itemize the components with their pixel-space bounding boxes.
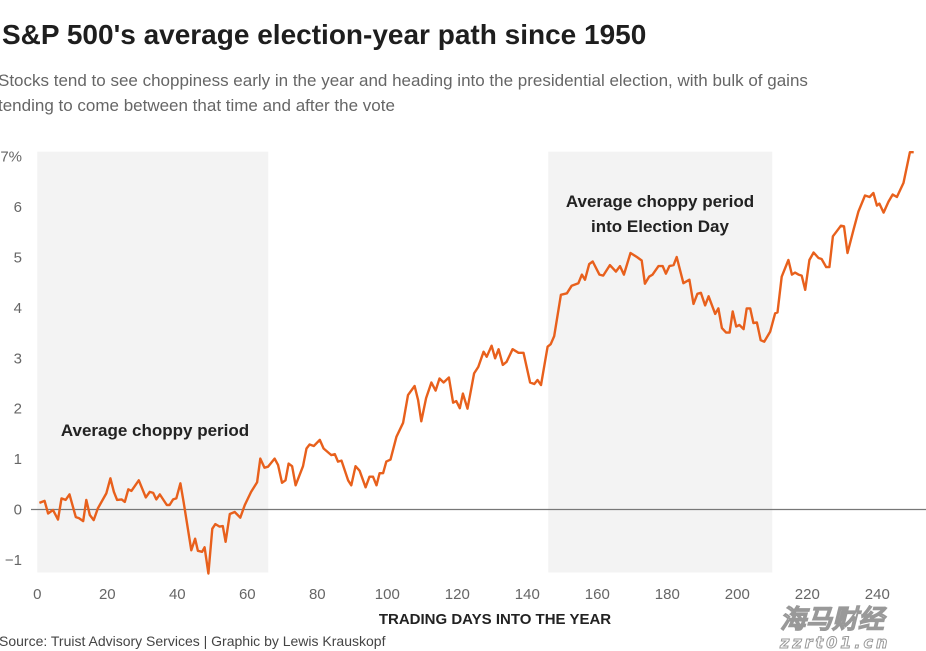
source-note: Source: Truist Advisory Services | Graph… (0, 633, 386, 649)
x-tick-label: 60 (239, 586, 256, 603)
y-tick-label: 4 (14, 300, 22, 317)
x-tick-label: 140 (515, 586, 540, 603)
y-tick-label: 3 (14, 350, 22, 367)
x-tick-label: 120 (445, 586, 470, 603)
x-tick-label: 20 (99, 586, 116, 603)
chart-title: S&P 500's average election-year path sin… (2, 19, 646, 50)
watermark-logo: 海马财经 (780, 605, 887, 635)
x-tick-label: 240 (865, 586, 890, 603)
annotation-election-line-2: into Election Day (591, 217, 729, 236)
y-tick-label: 6 (14, 199, 22, 216)
y-tick-label: 1 (14, 451, 22, 468)
x-tick-label: 0 (33, 586, 41, 603)
annotation-election-line-1: Average choppy period (566, 192, 754, 211)
x-tick-label: 180 (655, 586, 680, 603)
x-tick-label: 80 (309, 586, 326, 603)
y-tick-label: 2 (14, 401, 22, 418)
annotation-choppy-period: Average choppy period (61, 421, 249, 440)
x-tick-label: 100 (375, 586, 400, 603)
x-tick-label: 160 (585, 586, 610, 603)
y-tick-label: 7% (0, 149, 22, 166)
y-tick-label: −1 (5, 552, 22, 569)
watermark-url: zzrt01.cn (779, 633, 890, 651)
chart-subtitle-line-1: Stocks tend to see choppiness early in t… (0, 71, 808, 90)
x-tick-label: 40 (169, 586, 186, 603)
shaded-region-2 (548, 151, 773, 573)
x-tick-label: 220 (795, 586, 820, 603)
y-tick-label: 0 (14, 502, 22, 519)
series-line (38, 151, 914, 575)
chart-subtitle-line-2: tending to come between that time and af… (0, 96, 395, 115)
x-axis-ticks: 0 20 40 60 80 100 120 140 160 180 200 220 240 (33, 586, 890, 603)
x-tick-label: 200 (725, 586, 750, 603)
shaded-regions (37, 151, 773, 573)
y-tick-label: 5 (14, 250, 22, 267)
y-axis-ticks: −1 0 1 2 3 4 5 6 7% (0, 149, 22, 569)
shaded-region-1 (37, 151, 269, 573)
x-axis-label: TRADING DAYS INTO THE YEAR (379, 611, 611, 628)
